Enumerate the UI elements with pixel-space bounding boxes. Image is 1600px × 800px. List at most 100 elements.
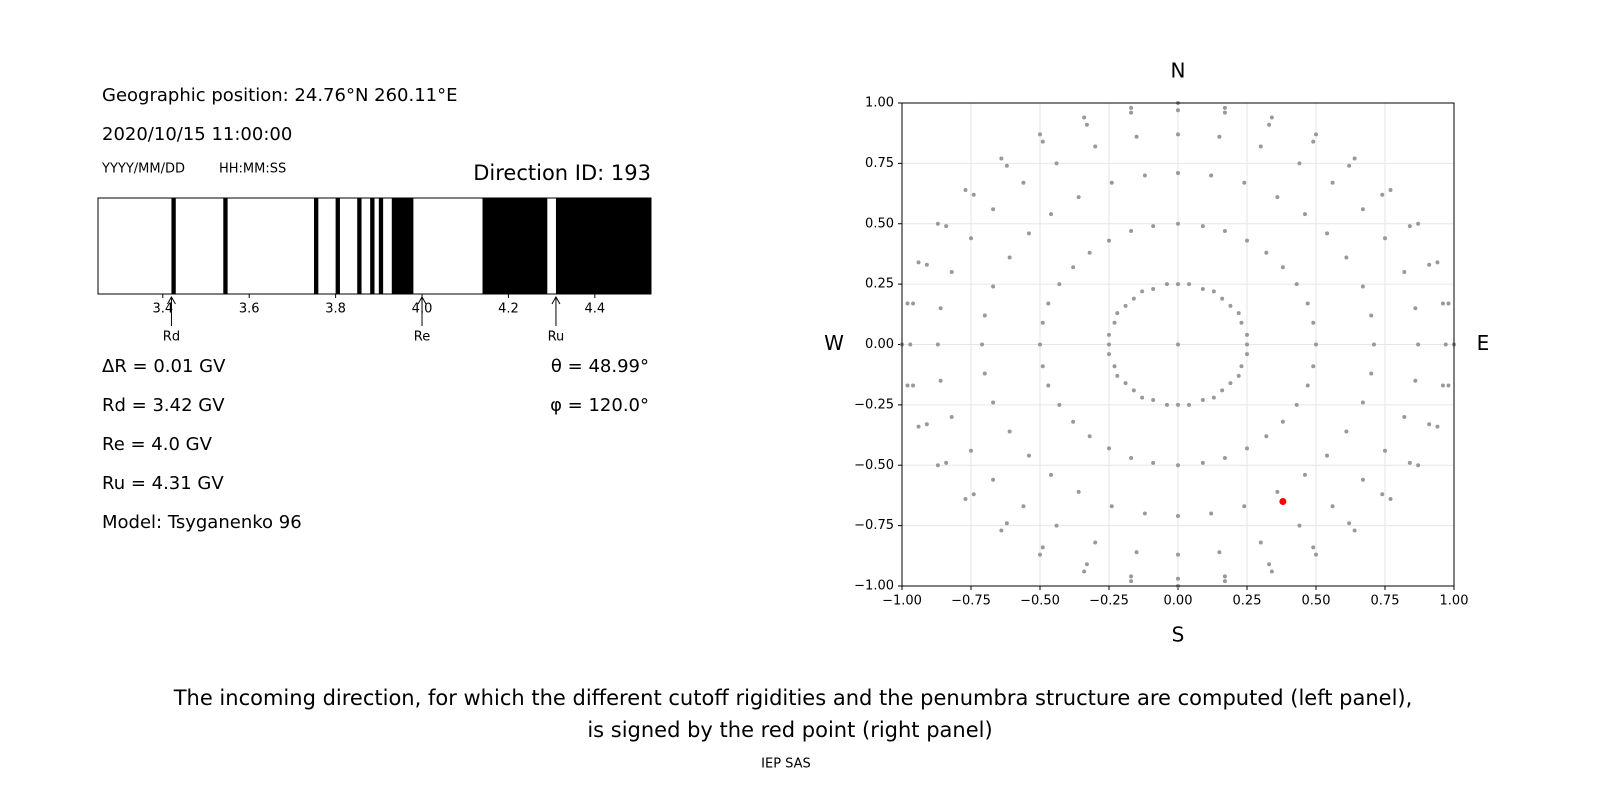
forbidden-band (370, 198, 375, 294)
re: Re = 4.0 GV (102, 434, 213, 455)
direction-point (1176, 576, 1180, 581)
model: Model: Tsyganenko 96 (102, 512, 302, 533)
direction-point (1046, 383, 1051, 388)
direction-point (1129, 456, 1134, 461)
direction-point (1413, 378, 1418, 383)
direction-point (971, 192, 976, 197)
direction-point (982, 371, 987, 376)
direction-point (1176, 402, 1180, 407)
direction-point (1297, 523, 1302, 528)
direction-point (1107, 352, 1111, 357)
direction-point (1115, 373, 1120, 378)
direction-point (1427, 262, 1432, 267)
direction-point (1211, 395, 1216, 400)
direction-point (1176, 513, 1180, 518)
forbidden-band (357, 198, 362, 294)
direction-point (1164, 282, 1169, 287)
y-tick-label: −0.50 (854, 458, 894, 473)
direction-point (1004, 163, 1009, 168)
direction-point (1164, 402, 1169, 407)
caption: is signed by the red point (right panel) (587, 718, 992, 742)
direction-point (1402, 414, 1407, 419)
forbidden-band (223, 198, 228, 294)
direction-point (1314, 552, 1318, 557)
direction-point (1302, 472, 1307, 477)
direction-point (1388, 497, 1393, 502)
marker-label: Ru (548, 330, 565, 345)
direction-point (1187, 282, 1192, 287)
direction-point (1388, 187, 1393, 192)
direction-point (1330, 180, 1335, 185)
direction-point (949, 270, 954, 275)
caption: The incoming direction, for which the di… (173, 686, 1413, 710)
direction-point (1134, 550, 1139, 555)
direction-point (1228, 381, 1233, 386)
direction-point (1236, 373, 1241, 378)
direction-point (1245, 352, 1249, 357)
direction-point (1200, 460, 1205, 465)
direction-point (1344, 429, 1349, 434)
direction-point (1222, 105, 1227, 110)
direction-point (1222, 579, 1227, 584)
direction-point (1311, 545, 1316, 550)
marker-arrowhead (417, 295, 427, 305)
direction-point (1407, 224, 1412, 229)
direction-point (1236, 311, 1241, 316)
direction-point (1446, 301, 1451, 306)
direction-id: Direction ID: 193 (473, 161, 651, 185)
direction-point (1176, 282, 1180, 287)
direction-point (1264, 250, 1269, 255)
direction-point (1176, 132, 1180, 137)
direction-point (1140, 289, 1145, 294)
direction-point (908, 342, 913, 347)
direction-point (1242, 180, 1247, 185)
direction-point (1402, 270, 1407, 275)
direction-point (1245, 446, 1249, 451)
direction-point (1311, 139, 1316, 144)
direction-point (980, 342, 985, 347)
marker-arrowhead (167, 295, 176, 305)
direction-point (969, 448, 973, 453)
direction-point (1109, 180, 1114, 185)
direction-point (1026, 453, 1031, 458)
direction-point (1076, 489, 1081, 494)
datetime: 2020/10/15 11:00:00 (102, 124, 292, 145)
direction-point (905, 383, 910, 388)
direction-point (1280, 419, 1285, 424)
direction-point (999, 156, 1004, 161)
direction-point (1209, 173, 1214, 178)
direction-point (1109, 504, 1114, 509)
direction-point (1129, 228, 1134, 233)
direction-point (1325, 231, 1330, 236)
direction-point (1107, 238, 1111, 243)
selected-direction (1279, 497, 1287, 505)
direction-point (1209, 511, 1214, 516)
direction-point (1142, 173, 1147, 178)
footer: IEP SAS (761, 757, 811, 772)
direction-point (1275, 489, 1280, 494)
direction-point (1129, 105, 1134, 110)
direction-point (991, 284, 996, 289)
y-tick-label: 1.00 (865, 96, 894, 111)
direction-point (1222, 228, 1227, 233)
direction-point (1129, 110, 1134, 115)
direction-point (991, 477, 996, 482)
y-tick-label: −0.25 (854, 397, 894, 412)
direction-point (1435, 260, 1440, 265)
direction-point (1245, 342, 1249, 347)
direction-point (1129, 574, 1134, 579)
direction-point (1176, 108, 1180, 113)
direction-point (1242, 504, 1247, 509)
direction-point (1087, 250, 1092, 255)
direction-point (1176, 221, 1180, 226)
x-tick-label: 0.25 (1233, 594, 1262, 609)
direction-point (1267, 562, 1272, 567)
direction-point (924, 262, 929, 267)
direction-point (1082, 115, 1087, 120)
plot-frame (901, 102, 1455, 587)
direction-point (1151, 286, 1156, 291)
direction-point (1021, 504, 1026, 509)
direction-point (949, 414, 954, 419)
rd: Rd = 3.42 GV (102, 395, 225, 416)
direction-point (1107, 332, 1111, 337)
